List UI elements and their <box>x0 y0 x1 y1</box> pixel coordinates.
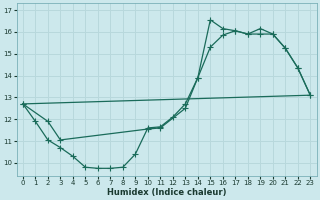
X-axis label: Humidex (Indice chaleur): Humidex (Indice chaleur) <box>107 188 226 197</box>
